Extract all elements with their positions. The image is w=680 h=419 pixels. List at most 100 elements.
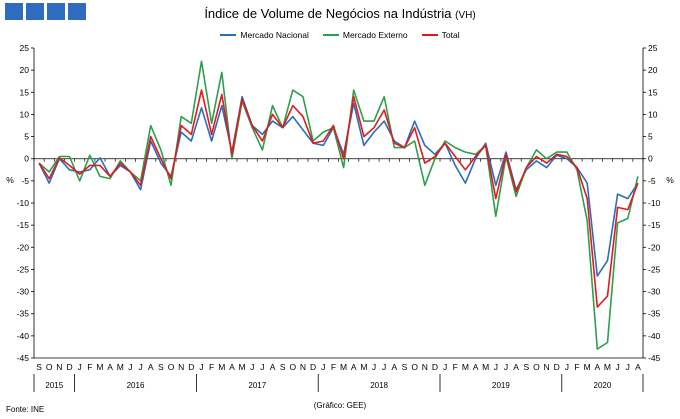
y-tick-label-right: -35	[648, 309, 661, 319]
x-tick-label: J	[443, 362, 447, 372]
x-tick-label: J	[199, 362, 203, 372]
logo-block	[26, 3, 44, 20]
x-tick-label: A	[229, 362, 235, 372]
y-tick-label-left: 15	[20, 87, 30, 97]
x-tick-label: J	[372, 362, 376, 372]
x-tick-label: J	[494, 362, 498, 372]
x-tick-label: N	[422, 362, 428, 372]
y-tick-label-left: -20	[17, 242, 30, 252]
x-tick-label: J	[321, 362, 325, 372]
y-axis-label-right: %	[666, 175, 674, 185]
x-tick-label: M	[340, 362, 347, 372]
x-tick-label: F	[209, 362, 214, 372]
y-tick-label-right: -20	[648, 242, 661, 252]
x-tick-label: D	[432, 362, 438, 372]
y-tick-label-right: -5	[648, 176, 656, 186]
y-tick-label-left: -10	[17, 198, 30, 208]
logo-block	[68, 3, 86, 20]
y-tick-label-right: -45	[648, 353, 661, 363]
x-tick-label: J	[260, 362, 264, 372]
x-tick-label: O	[46, 362, 53, 372]
x-tick-label: M	[218, 362, 225, 372]
x-tick-label: D	[188, 362, 194, 372]
x-tick-label: A	[351, 362, 357, 372]
logo-block	[47, 3, 65, 20]
x-tick-label: N	[178, 362, 184, 372]
x-tick-label: S	[158, 362, 164, 372]
legend-item-mercado-externo: Mercado Externo	[322, 30, 408, 40]
x-tick-label: A	[107, 362, 113, 372]
y-tick-label-right: 5	[648, 132, 653, 142]
y-tick-label-right: 10	[648, 109, 658, 119]
x-tick-label: M	[239, 362, 246, 372]
legend-swatch	[220, 34, 237, 36]
y-tick-label-right: -10	[648, 198, 661, 208]
x-tick-label: M	[584, 362, 591, 372]
series-line-mercado-nacional	[38, 95, 639, 277]
y-tick-label-right: 20	[648, 65, 658, 75]
x-tick-label: J	[616, 362, 620, 372]
x-tick-label: A	[594, 362, 600, 372]
chart-legend: Mercado Nacional Mercado Externo Total	[0, 30, 680, 40]
y-tick-label-right: 15	[648, 87, 658, 97]
y-tick-label-left: 0	[24, 154, 29, 164]
x-tick-label: J	[138, 362, 142, 372]
x-tick-label: S	[280, 362, 286, 372]
legend-item-mercado-nacional: Mercado Nacional	[220, 30, 309, 40]
x-tick-label: A	[635, 362, 641, 372]
x-tick-label: M	[482, 362, 489, 372]
x-tick-label: S	[36, 362, 42, 372]
y-tick-label-left: -35	[17, 309, 30, 319]
y-tick-label-left: -15	[17, 220, 30, 230]
legend-swatch	[421, 34, 438, 36]
x-tick-label: S	[523, 362, 529, 372]
x-tick-label: O	[290, 362, 297, 372]
x-tick-label: M	[462, 362, 469, 372]
legend-label: Mercado Nacional	[240, 30, 309, 40]
x-tick-label: J	[250, 362, 254, 372]
chart-title-text: Índice de Volume de Negócios na Indústri…	[204, 6, 452, 21]
legend-item-total: Total	[421, 30, 460, 40]
chart-credit: (Gráfico: GEE)	[313, 401, 367, 410]
x-tick-label: F	[87, 362, 92, 372]
y-axis-label-left: %	[6, 175, 14, 185]
x-tick-label: F	[331, 362, 336, 372]
x-tick-label: J	[382, 362, 386, 372]
x-tick-label: J	[565, 362, 569, 372]
chart-title-unit: (VH)	[455, 10, 476, 21]
year-label: 2018	[370, 381, 388, 390]
series-line-mercado-externo	[38, 60, 639, 350]
chart-title: Índice de Volume de Negócios na Indústri…	[0, 6, 680, 21]
x-tick-label: A	[391, 362, 397, 372]
x-tick-label: F	[453, 362, 458, 372]
y-tick-label-left: 20	[20, 65, 30, 75]
y-tick-label-left: 10	[20, 109, 30, 119]
y-tick-label-left: -5	[21, 176, 29, 186]
source-note: Fonte: INE	[6, 405, 45, 414]
y-tick-label-left: -45	[17, 353, 30, 363]
x-tick-label: S	[402, 362, 408, 372]
x-tick-label: A	[270, 362, 276, 372]
x-tick-label: J	[626, 362, 630, 372]
legend-label: Total	[441, 30, 460, 40]
x-tick-label: J	[78, 362, 82, 372]
x-tick-label: J	[128, 362, 132, 372]
x-tick-label: D	[310, 362, 316, 372]
logo-block	[5, 3, 23, 20]
y-tick-label-left: -40	[17, 331, 30, 341]
y-tick-label-right: 25	[648, 43, 658, 53]
x-tick-label: N	[300, 362, 306, 372]
year-label: 2016	[127, 381, 145, 390]
x-tick-label: D	[554, 362, 560, 372]
series-line-total	[38, 89, 639, 308]
x-tick-label: O	[411, 362, 418, 372]
logo	[5, 3, 86, 20]
x-tick-label: J	[504, 362, 508, 372]
x-tick-label: A	[513, 362, 519, 372]
y-tick-label-left: -30	[17, 287, 30, 297]
y-tick-label-left: 25	[20, 43, 30, 53]
year-label: 2019	[492, 381, 510, 390]
x-tick-label: A	[473, 362, 479, 372]
year-label: 2015	[45, 381, 63, 390]
